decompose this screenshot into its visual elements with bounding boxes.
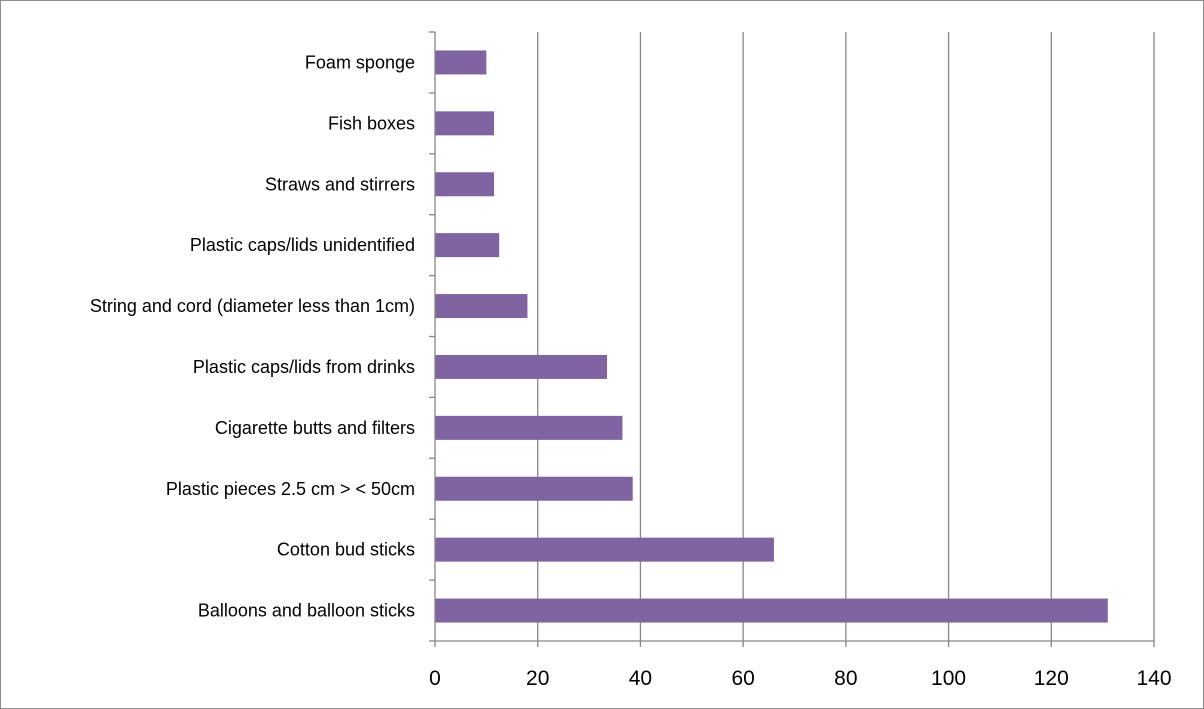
x-tick-label: 80: [834, 667, 857, 690]
category-label: String and cord (diameter less than 1cm): [90, 296, 415, 316]
bar: [435, 294, 528, 319]
bar: [435, 598, 1108, 623]
bar: [435, 111, 495, 136]
category-label: Cigarette butts and filters: [215, 418, 415, 438]
x-tick-label: 20: [526, 667, 549, 690]
category-label: Plastic pieces 2.5 cm > < 50cm: [166, 479, 415, 499]
x-tick-label: 40: [629, 667, 652, 690]
bar: [435, 50, 487, 75]
bar: [435, 537, 774, 562]
x-tick-label: 120: [1034, 667, 1069, 690]
category-label: Balloons and balloon sticks: [198, 601, 415, 621]
x-tick-labels: 0 20 40 60 80 100 120 140: [429, 667, 1171, 690]
category-label: Cotton bud sticks: [277, 540, 415, 560]
bar: [435, 233, 500, 258]
category-labels: Balloons and balloon sticks Cotton bud st…: [90, 52, 415, 620]
x-tick-label: 60: [731, 667, 754, 690]
category-label: Fish boxes: [328, 113, 415, 133]
x-tick-label: 100: [931, 667, 966, 690]
category-label: Foam sponge: [305, 52, 415, 72]
bar: [435, 172, 495, 197]
x-tick-label: 140: [1136, 667, 1171, 690]
bars: [435, 50, 1108, 623]
category-label: Straws and stirrers: [265, 174, 415, 194]
bar: [435, 476, 633, 501]
category-label: Plastic caps/lids unidentified: [190, 235, 415, 255]
category-label: Plastic caps/lids from drinks: [193, 357, 415, 377]
x-tick-label: 0: [429, 667, 441, 690]
bar: [435, 415, 623, 440]
bar: [435, 354, 608, 379]
axes: [429, 31, 1155, 647]
